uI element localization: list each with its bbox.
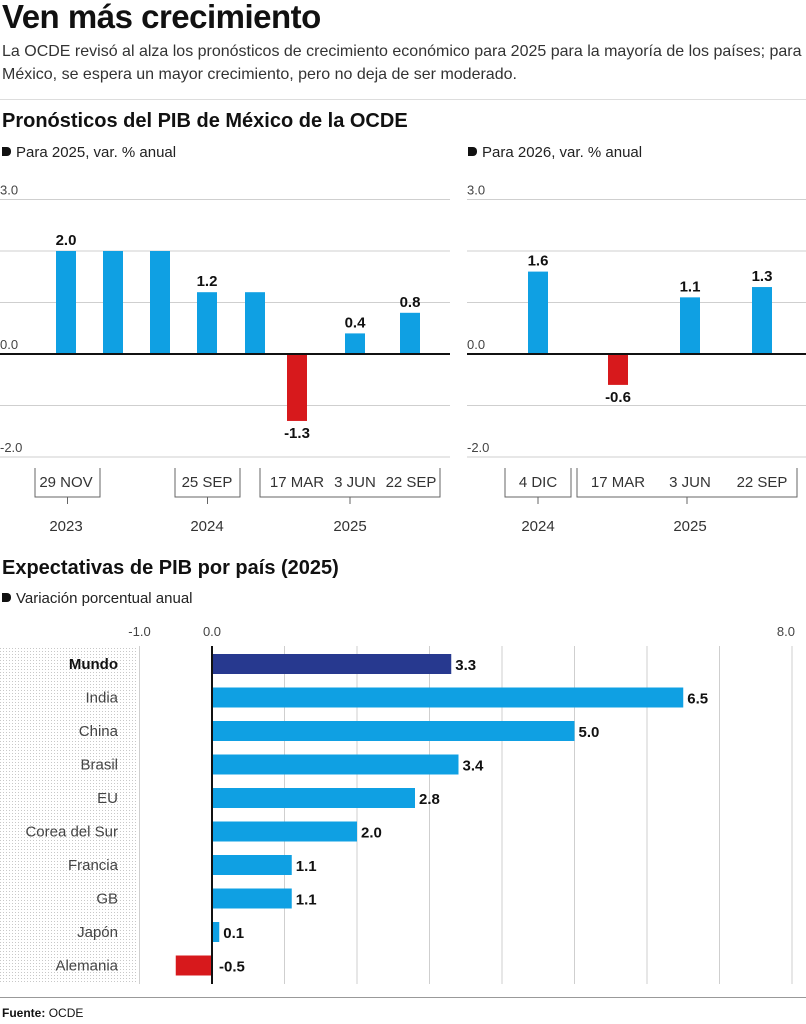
bar: [212, 922, 220, 942]
year-label: 2025: [673, 518, 706, 535]
data-label: 2.0: [361, 825, 382, 842]
year-label: 2024: [190, 518, 223, 535]
x-tick-label: 22 SEP: [386, 474, 437, 491]
data-label: 5.0: [579, 724, 600, 741]
subtitle-2025: Para 2025, var. % anual: [2, 144, 176, 161]
data-label: 1.3: [752, 268, 773, 285]
data-label: 0.1: [223, 925, 244, 942]
bar: [197, 292, 217, 354]
category-label: Japón: [77, 924, 118, 941]
bar: [752, 287, 772, 354]
bar: [400, 312, 420, 354]
bar: [680, 297, 700, 354]
bar: [212, 654, 452, 674]
bar: [528, 271, 548, 354]
data-label: 3.3: [455, 657, 476, 674]
year-label: 2025: [333, 518, 366, 535]
x-tick-label: 3 JUN: [334, 474, 376, 491]
source-label: Fuente:: [2, 1006, 46, 1020]
bar: [212, 855, 292, 875]
bar: [103, 251, 123, 354]
data-label: 1.6: [528, 253, 549, 270]
x-tick-label: 0.0: [203, 624, 221, 639]
data-label: 1.1: [296, 858, 317, 875]
section-title-mexico: Pronósticos del PIB de México de la OCDE: [2, 110, 408, 132]
x-tick-label: 22 SEP: [737, 474, 788, 491]
x-tick-label: 29 NOV: [39, 474, 92, 491]
subtitle-2025-text: Para 2025, var. % anual: [16, 144, 177, 161]
data-label: 2.8: [419, 791, 440, 808]
bar: [287, 354, 307, 421]
bar: [212, 721, 575, 741]
bar: [245, 292, 265, 354]
category-label: China: [79, 723, 119, 740]
bar: [212, 821, 357, 842]
bar: [212, 788, 415, 808]
y-tick-label: 3.0: [467, 183, 485, 198]
x-tick-label: 25 SEP: [182, 474, 233, 491]
category-label: GB: [96, 891, 118, 908]
source-note: Fuente: OCDE: [2, 1006, 83, 1020]
source-value: OCDE: [48, 1006, 84, 1020]
x-tick-label: 4 DIC: [519, 474, 558, 491]
data-label: -0.5: [219, 959, 245, 976]
data-label: 0.4: [345, 314, 367, 331]
data-label: 1.1: [680, 278, 701, 295]
category-label: Brasil: [80, 757, 118, 774]
bar: [150, 251, 170, 354]
section-title-countries: Expectativas de PIB por país (2025): [2, 557, 339, 579]
category-label: Corea del Sur: [25, 824, 118, 841]
data-label: -1.3: [284, 425, 310, 442]
bar: [212, 687, 684, 708]
bar: [608, 354, 628, 385]
data-label: 1.1: [296, 892, 317, 909]
category-label: Francia: [68, 857, 119, 874]
bar: [212, 754, 459, 775]
bullet-icon: [2, 593, 11, 602]
data-label: -0.6: [605, 389, 631, 406]
divider: [0, 99, 806, 100]
category-label: India: [85, 690, 118, 707]
y-tick-label: -2.0: [467, 440, 489, 455]
bullet-icon: [2, 147, 11, 156]
divider: [0, 997, 806, 998]
subtitle-2026: Para 2026, var. % anual: [468, 144, 642, 161]
year-label: 2023: [49, 518, 82, 535]
year-label: 2024: [521, 518, 554, 535]
y-tick-label: 0.0: [0, 337, 18, 352]
x-tick-label: 3 JUN: [669, 474, 711, 491]
x-tick-label: 8.0: [777, 624, 795, 639]
category-label: Alemania: [55, 958, 118, 975]
data-label: 1.2: [197, 273, 218, 290]
data-label: 2.0: [56, 232, 77, 249]
bar: [345, 333, 365, 354]
y-tick-label: 3.0: [0, 183, 18, 198]
x-tick-label: -1.0: [128, 624, 150, 639]
x-tick-label: 17 MAR: [270, 474, 324, 491]
bar: [56, 251, 76, 354]
y-tick-label: -2.0: [0, 440, 22, 455]
data-label: 0.8: [400, 294, 421, 311]
data-label: 6.5: [687, 691, 708, 708]
category-label: Mundo: [69, 656, 118, 673]
subtitle-2026-text: Para 2026, var. % anual: [482, 144, 643, 161]
category-label: EU: [97, 790, 118, 807]
bar: [175, 955, 212, 976]
bullet-icon: [468, 147, 477, 156]
chart-subtitle: La OCDE revisó al alza los pronósticos d…: [2, 43, 802, 83]
y-tick-label: 0.0: [467, 337, 485, 352]
subtitle-countries: Variación porcentual anual: [2, 590, 193, 607]
subtitle-countries-text: Variación porcentual anual: [16, 590, 193, 607]
bar: [212, 888, 292, 909]
x-tick-label: 17 MAR: [591, 474, 645, 491]
label-panel: [0, 646, 138, 984]
chart-title: Ven más crecimiento: [2, 0, 321, 35]
data-label: 3.4: [463, 758, 485, 775]
